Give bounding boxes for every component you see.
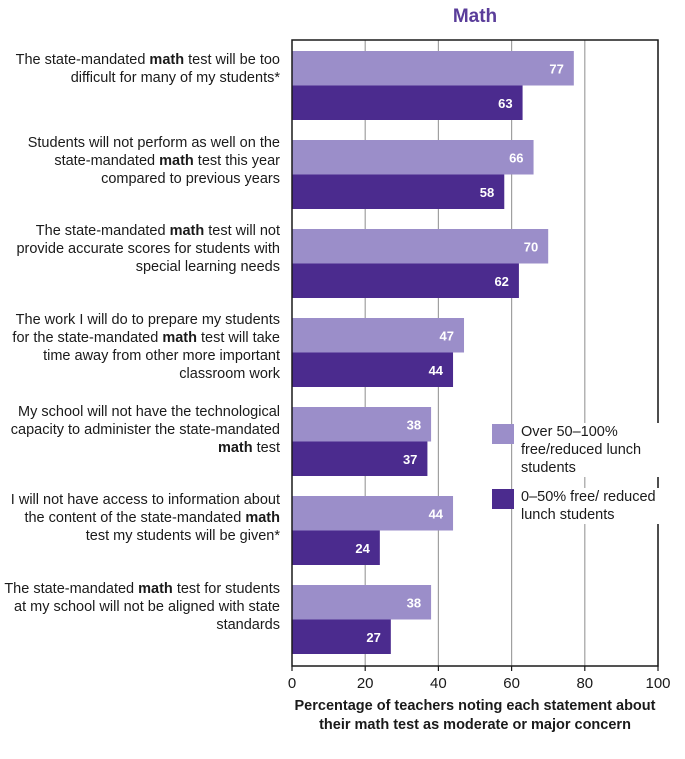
category-label: The work I will do to prepare my student…	[12, 312, 280, 382]
bar-high	[292, 585, 432, 620]
bar-value-label: 77	[549, 61, 563, 76]
x-tick-label: 60	[503, 675, 520, 692]
bar-high	[292, 407, 432, 442]
bar-value-label: 47	[440, 328, 454, 343]
category-label: The state-mandated math test for student…	[4, 581, 280, 633]
bar-low	[292, 352, 454, 387]
legend-swatch-low	[492, 489, 514, 509]
bar-value-label: 63	[498, 96, 512, 111]
bar-value-label: 38	[407, 595, 421, 610]
bar-low	[292, 263, 519, 298]
bar-value-label: 24	[355, 541, 370, 556]
bar-high	[292, 318, 465, 353]
bar-value-label: 58	[480, 185, 494, 200]
legend-item-high: Over 50–100% free/reduced lunch students	[492, 423, 672, 477]
bar-low	[292, 530, 380, 565]
bar-high	[292, 51, 574, 86]
bar-value-label: 70	[524, 239, 538, 254]
bar-high	[292, 496, 454, 531]
bar-value-label: 38	[407, 417, 421, 432]
bar-high	[292, 229, 549, 264]
bar-low	[292, 441, 428, 476]
bar-low	[292, 85, 523, 120]
bar-high	[292, 140, 534, 175]
category-label: Students will not perform as well on the…	[27, 135, 280, 187]
bar-value-label: 66	[509, 150, 523, 165]
x-axis-label: Percentage of teachers noting each state…	[294, 698, 656, 733]
legend-item-low: 0–50% free/ reduced lunch students	[492, 488, 672, 524]
x-tick-label: 0	[288, 675, 296, 692]
category-label: I will not have access to information ab…	[10, 492, 280, 544]
legend-swatch-high	[492, 424, 514, 444]
legend-label-high: Over 50–100% free/reduced lunch students	[521, 423, 661, 477]
plot-frame	[291, 39, 659, 667]
bar-value-label: 44	[429, 506, 444, 521]
bar-low	[292, 174, 505, 209]
x-tick-label: 20	[357, 675, 374, 692]
legend-label-low: 0–50% free/ reduced lunch students	[521, 488, 661, 524]
bar-low	[292, 619, 391, 654]
bar-value-label: 27	[366, 630, 380, 645]
category-label: The state-mandated math test will not pr…	[16, 223, 280, 275]
bar-value-label: 62	[494, 274, 508, 289]
category-label: The state-mandated math test will be too…	[15, 52, 280, 86]
bar-value-label: 37	[403, 452, 417, 467]
chart-title: Math	[452, 6, 498, 27]
category-label: My school will not have the technologica…	[10, 404, 280, 456]
x-tick-label: 100	[645, 675, 670, 692]
x-tick-label: 80	[576, 675, 593, 692]
bar-value-label: 44	[429, 363, 444, 378]
x-tick-label: 40	[430, 675, 447, 692]
